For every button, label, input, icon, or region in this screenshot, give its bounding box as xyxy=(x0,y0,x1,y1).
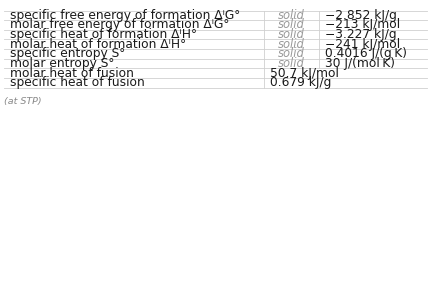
Text: 0.4016 J/(g K): 0.4016 J/(g K) xyxy=(324,47,405,61)
Text: (at STP): (at STP) xyxy=(4,97,42,106)
Text: specific free energy of formation ΔⁱG°: specific free energy of formation ΔⁱG° xyxy=(10,9,240,22)
Text: specific heat of fusion: specific heat of fusion xyxy=(10,76,144,89)
Text: specific heat of formation ΔⁱH°: specific heat of formation ΔⁱH° xyxy=(10,28,197,41)
Text: molar heat of formation ΔⁱH°: molar heat of formation ΔⁱH° xyxy=(10,38,186,51)
Text: 0.679 kJ/g: 0.679 kJ/g xyxy=(269,76,330,89)
Text: molar free energy of formation ΔⁱG°: molar free energy of formation ΔⁱG° xyxy=(10,18,229,32)
Text: solid: solid xyxy=(277,38,304,51)
Text: −213 kJ/mol: −213 kJ/mol xyxy=(324,18,399,32)
Text: solid: solid xyxy=(277,47,304,61)
Text: −2.852 kJ/g: −2.852 kJ/g xyxy=(324,9,396,22)
Text: solid: solid xyxy=(277,57,304,70)
Text: 30 J/(mol K): 30 J/(mol K) xyxy=(324,57,394,70)
Text: 50.7 kJ/mol: 50.7 kJ/mol xyxy=(269,67,338,80)
Text: molar heat of fusion: molar heat of fusion xyxy=(10,67,133,80)
Text: solid: solid xyxy=(277,18,304,32)
Text: solid: solid xyxy=(277,9,304,22)
Text: solid: solid xyxy=(277,28,304,41)
Text: −3.227 kJ/g: −3.227 kJ/g xyxy=(324,28,395,41)
Text: molar entropy S°: molar entropy S° xyxy=(10,57,114,70)
Text: −241 kJ/mol: −241 kJ/mol xyxy=(324,38,399,51)
Text: specific entropy S°: specific entropy S° xyxy=(10,47,125,61)
